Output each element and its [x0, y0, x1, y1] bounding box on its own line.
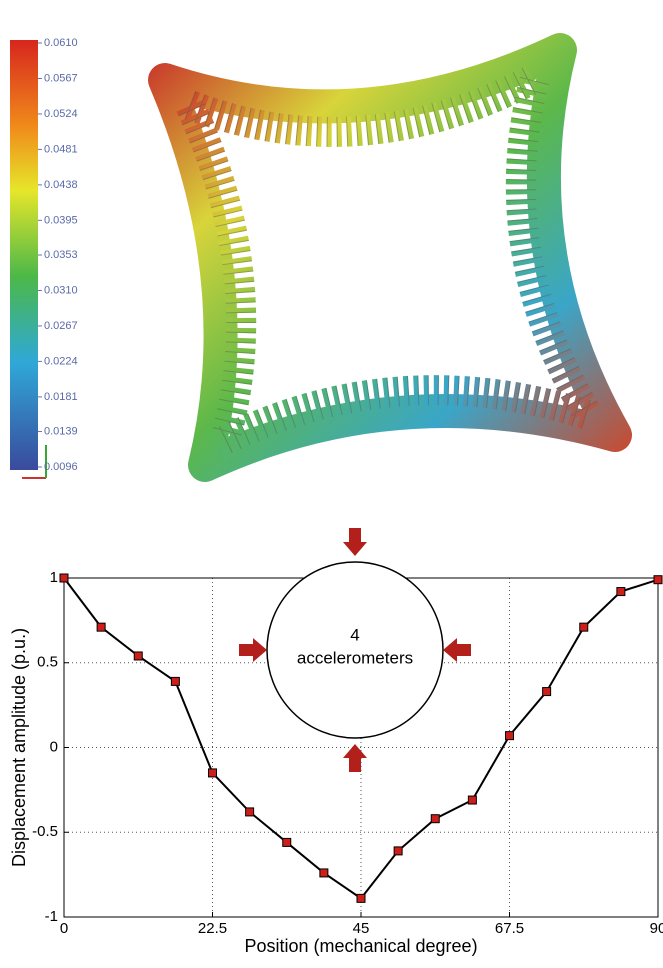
y-tick-label: -0.5 [32, 823, 58, 840]
axis-triad [22, 445, 47, 479]
colorbar-label: 0.0310 [44, 284, 78, 296]
accelerometer-inset: 4 accelerometers [239, 528, 471, 772]
x-tick-label: 22.5 [198, 920, 227, 937]
colorbar-label: 0.0267 [44, 320, 78, 332]
colorbar-label: 0.0181 [44, 391, 78, 403]
colorbar-label: 0.0395 [44, 214, 78, 226]
data-marker [579, 622, 589, 632]
annotation: accelerometers [297, 648, 413, 667]
colorbar-label: 0.0224 [44, 355, 78, 367]
y-tick-label: 0 [50, 738, 58, 755]
data-marker [430, 814, 440, 824]
colorbar [10, 40, 38, 470]
data-marker [393, 846, 403, 856]
data-marker [356, 893, 366, 903]
data-marker [208, 768, 217, 778]
data-marker [653, 575, 663, 585]
fem-ring [148, 33, 632, 482]
colorbar-label: 0.0567 [44, 72, 78, 84]
annotation: 4 [350, 625, 359, 644]
data-marker [59, 573, 69, 583]
x-tick-label: 45 [353, 920, 370, 937]
x-tick-label: 0 [60, 920, 68, 937]
x-tick-label: 67.5 [495, 920, 524, 937]
colorbar-label: 0.0481 [44, 143, 78, 155]
colorbar-label: 0.0353 [44, 249, 78, 261]
data-marker [133, 651, 143, 661]
colorbar-label: 0.0438 [44, 179, 78, 191]
data-marker [282, 837, 292, 847]
data-marker [170, 676, 180, 686]
colorbar-label: 0.0096 [44, 461, 78, 473]
y-axis-label: Displacement amplitude (p.u.) [9, 628, 29, 867]
y-tick-label: -1 [45, 908, 58, 925]
data-marker [467, 795, 477, 805]
colorbar-label: 0.0610 [44, 37, 78, 49]
x-axis-label: Position (mechanical degree) [244, 936, 477, 956]
data-marker [245, 807, 255, 817]
x-tick-label: 90 [650, 920, 663, 937]
colorbar-label: 0.0139 [44, 425, 78, 437]
y-tick-label: 1 [50, 569, 58, 586]
data-marker [505, 731, 514, 741]
data-marker [542, 687, 552, 697]
data-marker [319, 868, 329, 878]
data-marker [96, 622, 106, 632]
colorbar-label: 0.0524 [44, 108, 78, 120]
data-marker [616, 587, 626, 597]
y-tick-label: 0.5 [37, 654, 58, 671]
